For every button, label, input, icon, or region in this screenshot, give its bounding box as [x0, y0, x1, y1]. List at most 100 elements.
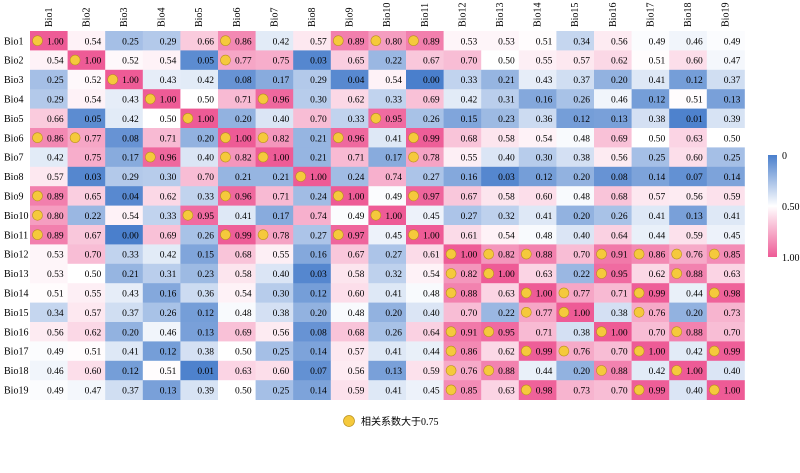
cell-value: 0.64 [423, 328, 440, 338]
row-label: Bio11 [4, 230, 28, 241]
cell-value: 1.00 [273, 154, 290, 164]
cell-value: 1.00 [160, 96, 177, 106]
cell-value: 0.54 [235, 290, 252, 300]
cell-value: 0.86 [47, 134, 64, 144]
cell-value: 0.43 [122, 96, 139, 106]
cell-value: 0.65 [348, 57, 365, 67]
cell-value: 0.03 [310, 270, 327, 280]
threshold-marker [370, 35, 382, 47]
cell-value: 0.50 [649, 134, 666, 144]
heatmap-cell [368, 166, 407, 187]
cell-value: 0.41 [385, 290, 402, 300]
threshold-marker [332, 229, 344, 240]
cell-value: 0.17 [273, 212, 290, 222]
heatmap-cell [30, 360, 68, 381]
cell-value: 0.20 [573, 367, 590, 377]
cell-value: 1.00 [47, 37, 64, 47]
threshold-marker [520, 384, 532, 396]
cell-value: 0.65 [85, 193, 102, 203]
cell-value: 0.40 [197, 154, 214, 164]
cell-value: 0.33 [461, 76, 478, 86]
heatmap-cell [669, 186, 708, 206]
cell-value: 0.33 [385, 96, 402, 106]
cell-value: 0.44 [423, 348, 440, 358]
cell-value: 0.07 [310, 367, 327, 377]
heatmap-cell [218, 166, 256, 187]
cell-value: 0.33 [122, 251, 139, 261]
cell-value: 0.70 [649, 328, 666, 338]
threshold-marker [520, 345, 532, 357]
heatmap-cell [293, 244, 332, 265]
heatmap-cell [406, 50, 444, 71]
heatmap-cell [67, 147, 106, 168]
cell-value: 0.42 [273, 37, 290, 47]
cell-value: 0.73 [573, 387, 590, 397]
cell-value: 0.15 [461, 115, 478, 125]
heatmap-cell [218, 341, 256, 362]
threshold-marker [220, 54, 231, 66]
heatmap-cell [481, 108, 520, 129]
cell-value: 0.33 [348, 115, 365, 125]
cell-value: 0.32 [385, 270, 402, 280]
cell-value: 0.70 [461, 57, 478, 67]
heatmap-cell [406, 263, 444, 284]
column-label: Bio16 [608, 3, 619, 27]
cell-value: 0.53 [498, 37, 515, 47]
cell-value: 0.49 [348, 212, 365, 222]
cell-value: 0.69 [160, 231, 177, 241]
threshold-marker [182, 113, 194, 124]
cell-value: 0.99 [649, 290, 666, 300]
cell-value: 0.89 [423, 37, 440, 47]
cell-value: 0.41 [385, 387, 402, 397]
cell-value: 0.63 [235, 367, 252, 377]
cell-value: 0.95 [498, 328, 515, 338]
cell-value: 0.68 [611, 193, 628, 203]
heatmap-cell [180, 360, 219, 381]
heatmap-cell [518, 186, 557, 206]
cell-value: 0.49 [724, 37, 741, 47]
heatmap-cell [518, 89, 557, 109]
cell-value: 0.77 [536, 309, 553, 319]
cell-value: 0.40 [498, 154, 515, 164]
cell-value: 0.71 [235, 96, 252, 106]
cell-value: 0.44 [536, 367, 553, 377]
heatmap-cell [631, 69, 670, 90]
cell-value: 0.25 [649, 154, 666, 164]
cell-value: 0.77 [85, 134, 102, 144]
threshold-marker [445, 248, 457, 260]
threshold-marker [220, 35, 231, 47]
threshold-marker [107, 74, 118, 85]
heatmap-cell [406, 166, 444, 187]
cell-value: 0.88 [686, 270, 703, 280]
heatmap-cell [556, 31, 595, 51]
heatmap-cell [669, 380, 708, 400]
legend-marker-icon [343, 415, 355, 427]
cell-value: 0.39 [197, 387, 214, 397]
row-label: Bio5 [4, 114, 23, 125]
cell-value: 0.56 [273, 328, 290, 338]
row-label: Bio4 [4, 95, 23, 106]
heatmap-cell [142, 302, 181, 323]
cell-value: 0.88 [611, 367, 628, 377]
cell-value: 0.74 [310, 212, 327, 222]
cell-value: 0.30 [536, 154, 553, 164]
cell-value: 0.59 [423, 367, 440, 377]
heatmap-cell [368, 302, 407, 323]
cell-value: 0.66 [197, 37, 214, 47]
heatmap-cell [368, 360, 407, 381]
cell-value: 0.57 [85, 309, 102, 319]
row-label: Bio18 [4, 366, 28, 377]
heatmap-cell [481, 128, 520, 148]
heatmap-cell [518, 322, 557, 342]
colorbar-tick: 0.50 [782, 202, 800, 213]
cell-value: 0.67 [85, 231, 102, 241]
heatmap-cell [481, 147, 520, 168]
cell-value: 0.96 [235, 193, 252, 203]
heatmap-cell [368, 244, 407, 265]
heatmap-cell [443, 166, 482, 187]
heatmap-cell [67, 302, 106, 323]
cell-value: 0.38 [573, 328, 590, 338]
cell-value: 0.55 [273, 251, 290, 261]
heatmap-cell [518, 69, 557, 90]
heatmap-cell [706, 108, 745, 129]
